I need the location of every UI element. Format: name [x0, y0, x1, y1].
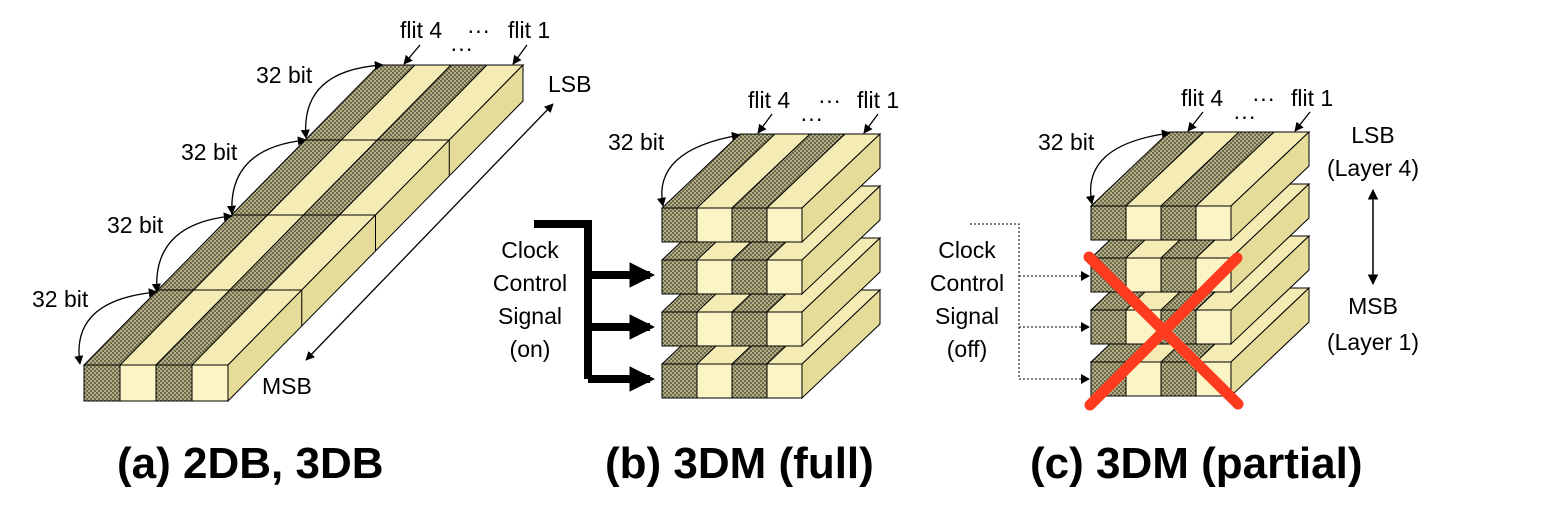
slab-front-stripe: [766, 207, 803, 243]
slab-side-face: [1230, 130, 1310, 242]
bar-front-stripe: [119, 364, 157, 402]
caption-b: (b) 3DM (full): [605, 439, 874, 488]
slab-front-stripe: [731, 207, 768, 243]
panel-b-layer-stack: [660, 132, 882, 400]
flit-4-pointer: [1187, 111, 1204, 132]
slab-front-stripe: [1090, 205, 1127, 241]
slab-front-stripe: [696, 259, 733, 295]
slab-front-stripe: [1195, 205, 1232, 241]
width-arrow: [656, 131, 741, 207]
flit-4-pointer: [757, 113, 773, 134]
lsb-msb-arrow: [305, 103, 554, 361]
width-label-2: 32 bit: [181, 139, 238, 165]
slab-front-stripe: [1090, 309, 1127, 345]
signal-line-4: (off): [947, 336, 987, 362]
flit-dots-below: ···: [1233, 103, 1256, 129]
disabled-layers-cross: [1083, 251, 1244, 411]
flit-dots-label: ···: [818, 87, 841, 113]
signal-line-3: Signal: [498, 303, 562, 329]
slab-front-stripe: [696, 207, 733, 243]
caption-c: (c) 3DM (partial): [1030, 439, 1362, 488]
slab-front-stripe: [661, 363, 698, 399]
flit-1-pointer: [863, 113, 879, 134]
flit-1-label: flit 1: [1291, 85, 1333, 111]
width-arrow-4: [74, 288, 158, 365]
slab-front-stripe: [1125, 257, 1162, 293]
slab-front-stripe: [1160, 361, 1197, 397]
width-label: 32 bit: [1038, 129, 1095, 155]
slab-front-stripe: [661, 311, 698, 347]
slab-front-stripe: [731, 259, 768, 295]
slab-front-stripe: [731, 311, 768, 347]
flit-4-label: flit 4: [748, 87, 790, 113]
slab-front-stripe: [696, 363, 733, 399]
lsb-label: LSB: [1351, 122, 1394, 148]
signal-line-4: (on): [510, 336, 551, 362]
lsb-label: LSB: [548, 71, 591, 97]
slab-side-face: [801, 236, 881, 348]
flit-4-label: flit 4: [400, 17, 442, 43]
flit-1-pointer: [512, 44, 528, 65]
slab-side-face: [801, 288, 881, 400]
panel-c-layer-stack: [1089, 130, 1311, 398]
signal-line-3: Signal: [935, 303, 999, 329]
slab-front-stripe: [1160, 205, 1197, 241]
slab-front-stripe: [766, 259, 803, 295]
msb-label: MSB: [262, 373, 312, 399]
slab-front-stripe: [1160, 257, 1197, 293]
slab-front-stripe: [1125, 205, 1162, 241]
slab-side-face: [1230, 182, 1310, 294]
width-label-1: 32 bit: [256, 62, 313, 88]
clock-signal-off-lines: [970, 223, 1081, 380]
panel-c-3dm-partial: 32 bit flit 4 ··· flit 1 ··· LSB (Layer …: [930, 85, 1419, 488]
slab-side-face: [801, 132, 881, 244]
slab-front-stripe: [696, 311, 733, 347]
slab-front-stripe: [1195, 309, 1232, 345]
signal-line-2: Control: [930, 270, 1004, 296]
flit-1-label: flit 1: [508, 17, 550, 43]
panel-b-3dm-full: 32 bit flit 4 ··· flit 1 ··· Clock Contr…: [493, 87, 899, 488]
flit-dots-label: ···: [1252, 85, 1275, 111]
slab-front-stripe: [731, 363, 768, 399]
slab-front-stripe: [661, 207, 698, 243]
flit-4-pointer: [403, 44, 421, 65]
flit-1-label: flit 1: [857, 87, 899, 113]
width-arrow-2: [226, 136, 307, 215]
width-label-4: 32 bit: [32, 286, 89, 312]
bar-front-stripe: [155, 364, 193, 402]
bar-front-stripe: [191, 364, 229, 402]
flit-dots-below: ···: [450, 35, 473, 61]
flit-dots-below: ···: [800, 105, 823, 131]
slab-front-stripe: [766, 311, 803, 347]
slab-side-face: [1230, 234, 1310, 346]
flit-1-pointer: [1294, 111, 1311, 132]
caption-a: (a) 2DB, 3DB: [117, 439, 384, 488]
width-label-3: 32 bit: [107, 212, 164, 238]
width-arrow-3: [151, 212, 233, 293]
panel-a-2db-3db: 32 bit 32 bit 32 bit 32 bit flit 4 ··· f…: [32, 17, 591, 488]
msb-label: MSB: [1348, 293, 1398, 319]
slab-front-stripe: [661, 259, 698, 295]
clock-signal-on-arrows: [534, 220, 656, 392]
signal-line-1: Clock: [938, 237, 996, 263]
slab-front-stripe: [766, 363, 803, 399]
signal-line-1: Clock: [501, 237, 559, 263]
width-arrow: [1085, 129, 1171, 205]
signal-line-2: Control: [493, 270, 567, 296]
width-label: 32 bit: [608, 129, 665, 155]
flit-4-label: flit 4: [1181, 85, 1223, 111]
flit-dots-label: ···: [467, 17, 490, 43]
slab-side-face: [1230, 286, 1310, 398]
clock-signal-off-arrowheads: [1081, 271, 1090, 384]
msb-layer-label: (Layer 1): [1327, 329, 1419, 355]
bar-front-stripe: [83, 364, 121, 402]
lsb-layer-label: (Layer 4): [1327, 155, 1419, 181]
slab-side-face: [801, 184, 881, 296]
